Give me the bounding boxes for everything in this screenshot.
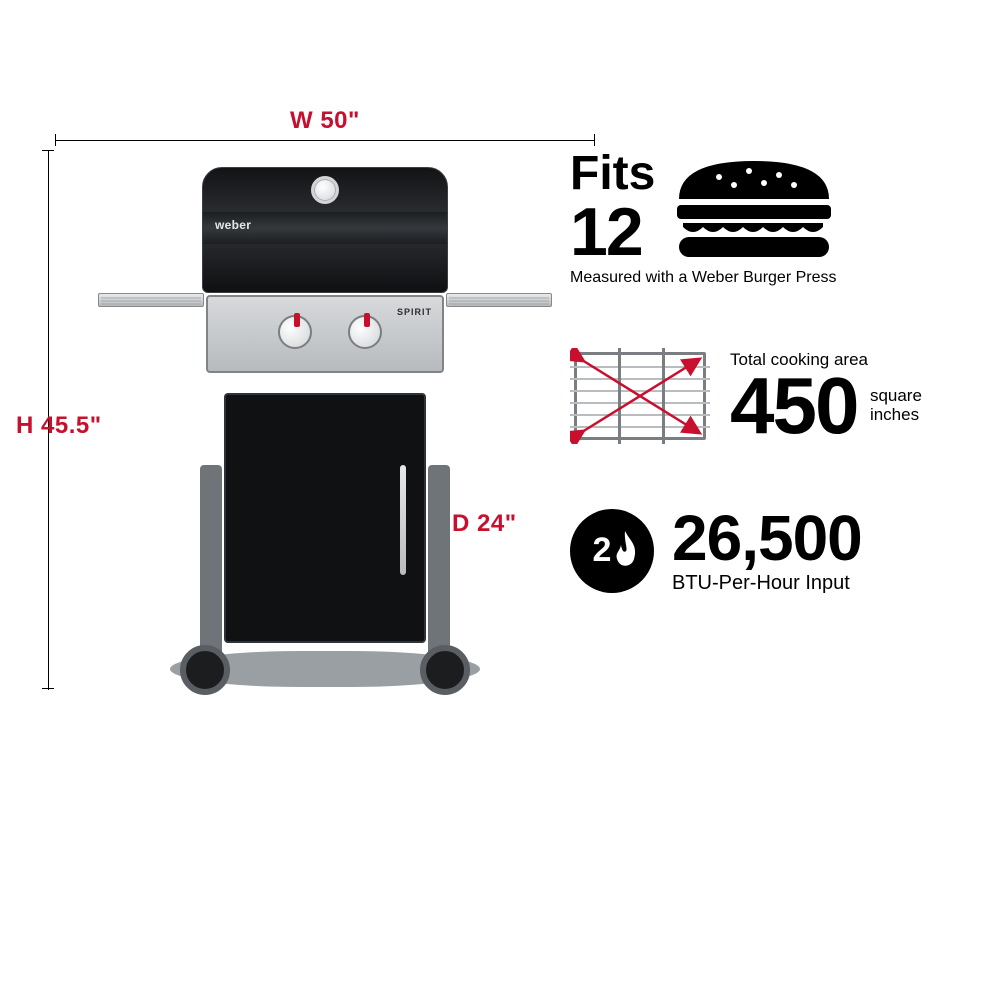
side-tray-left [98, 293, 204, 307]
burner-count-badge: 2 [570, 509, 654, 593]
control-panel: SPIRIT [206, 295, 444, 373]
cabinet-handle [400, 465, 406, 575]
side-tray-right [446, 293, 552, 307]
dim-label-height: H 45.5" [16, 412, 102, 440]
btu-text: 26,500 BTU-Per-Hour Input [672, 506, 862, 595]
dim-tick [42, 150, 54, 151]
fits-text: Fits 12 [570, 150, 839, 286]
area-block: Total cooking area 450 squareinches [570, 348, 950, 444]
brand-label: weber [215, 218, 251, 232]
dim-tick [42, 688, 54, 689]
area-unit: squareinches [870, 387, 922, 424]
spec-column: Fits 12 [570, 150, 950, 595]
wheel-icon [180, 645, 230, 695]
fits-count: 12 [570, 198, 655, 266]
cabinet-door [224, 393, 426, 643]
fits-caption: Measured with a Weber Burger Press [570, 270, 839, 286]
dim-line-width [55, 140, 595, 141]
btu-block: 2 26,500 BTU-Per-Hour Input [570, 506, 950, 595]
grate-icon [570, 348, 710, 444]
burner-knob-icon [278, 315, 312, 349]
grill-lid: weber [202, 167, 448, 293]
dim-tick [594, 134, 595, 146]
wheel-icon [420, 645, 470, 695]
fits-word: Fits [570, 150, 655, 198]
flame-icon [610, 529, 640, 573]
btu-value: 26,500 [672, 506, 862, 570]
area-text: Total cooking area 450 squareinches [730, 350, 922, 442]
leg [428, 465, 450, 665]
grill-illustration: weber SPIRIT [110, 145, 540, 695]
fits-block: Fits 12 [570, 150, 950, 286]
infographic-canvas: W 50" H 45.5" D 24" weber SPIRIT [0, 0, 1000, 1000]
burner-count: 2 [593, 531, 612, 570]
dim-label-width: W 50" [290, 107, 360, 135]
model-badge: SPIRIT [397, 307, 432, 317]
dim-tick [55, 134, 56, 146]
btu-caption: BTU-Per-Hour Input [672, 572, 862, 595]
leg [200, 465, 222, 665]
area-value: 450 [730, 370, 857, 442]
temp-gauge-icon [311, 176, 339, 204]
burner-knob-icon [348, 315, 382, 349]
burger-icon [669, 151, 839, 265]
